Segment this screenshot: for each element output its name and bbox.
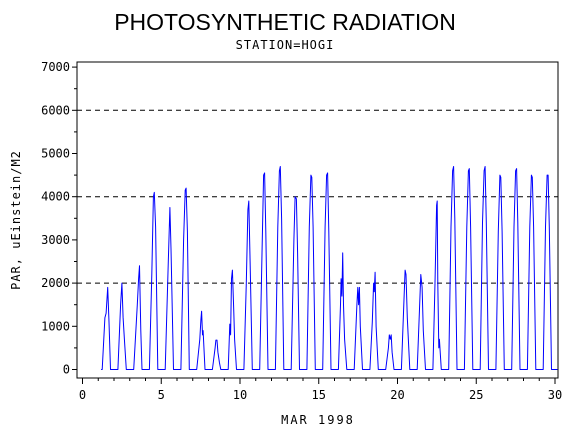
y-tick-label: 2000: [41, 276, 70, 290]
y-tick-label: 6000: [41, 103, 70, 117]
y-tick-label: 5000: [41, 147, 70, 161]
x-tick-label: 0: [79, 388, 86, 402]
y-tick-label: 0: [63, 363, 70, 377]
plot-frame: [76, 61, 559, 379]
x-axis-label: MAR 1998: [281, 413, 355, 427]
chart-subtitle: STATION=HOGI: [236, 38, 335, 52]
x-tick-label: 5: [158, 388, 165, 402]
x-tick-label: 20: [390, 388, 404, 402]
chart-title: PHOTOSYNTHETIC RADIATION: [114, 9, 456, 35]
x-tick-label: 25: [469, 388, 483, 402]
reference-lines: [77, 109, 558, 284]
y-tick-label: 1000: [41, 319, 70, 333]
x-tick-label: 15: [312, 388, 326, 402]
y-axis: 0 1000 2000 3000 4000 5000 6000 7000: [41, 60, 77, 377]
y-tick-label: 3000: [41, 233, 70, 247]
y-axis-label: PAR, uEinstein/M2: [9, 150, 23, 290]
par-series-line: [101, 166, 558, 370]
y-tick-label: 4000: [41, 190, 70, 204]
x-tick-label: 30: [548, 388, 562, 402]
x-axis: 0 5 10 15 20 25 30: [79, 378, 562, 402]
x-tick-label: 10: [233, 388, 247, 402]
y-tick-label: 7000: [41, 60, 70, 74]
